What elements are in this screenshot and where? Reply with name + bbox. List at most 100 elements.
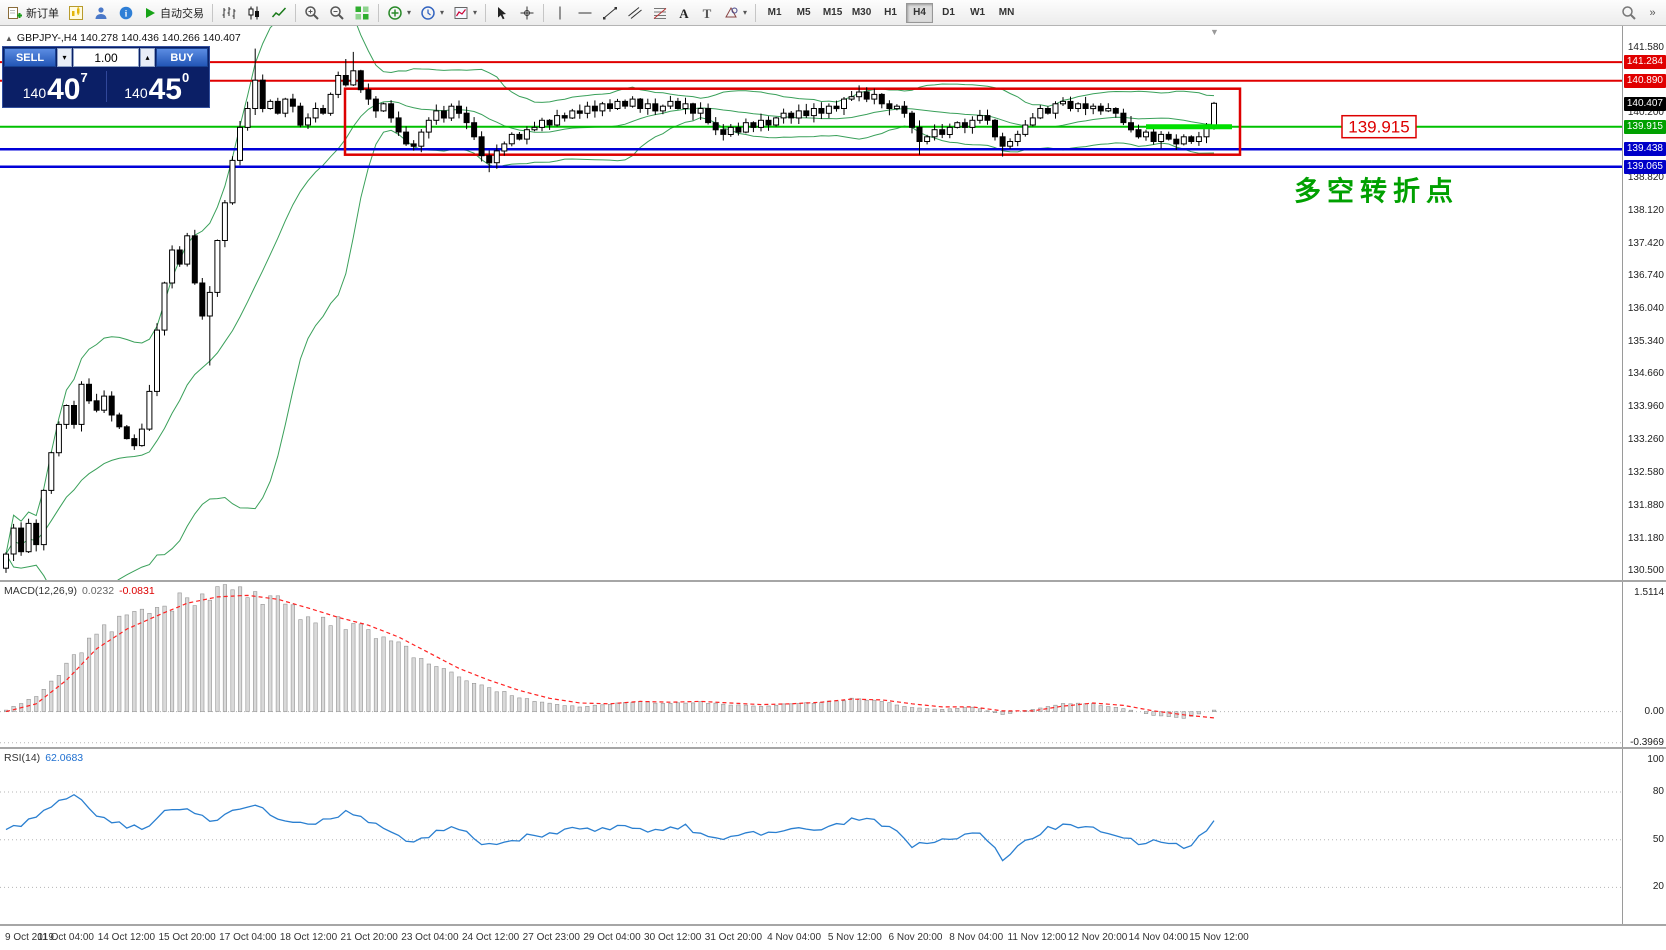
profile-button[interactable]: [89, 2, 113, 24]
macd-svg[interactable]: [0, 582, 1622, 747]
current-price-chip[interactable]: 140.407: [1623, 96, 1666, 111]
price-tick-label: 130.500: [1627, 564, 1664, 576]
chart-window-button[interactable]: [64, 2, 88, 24]
horizontal-line-tool-button[interactable]: [573, 2, 597, 24]
auto-trading-button[interactable]: 自动交易: [139, 2, 208, 24]
price-tick-label: 138.820: [1627, 172, 1664, 184]
rsi-scale-label: 20: [1652, 881, 1664, 893]
price-tick-label: 136.040: [1627, 303, 1664, 315]
time-axis-label: 6 Nov 20:00: [888, 932, 943, 943]
bollinger-band: [5, 100, 1215, 555]
macd-scale-label: 0.00: [1644, 705, 1664, 717]
hline-price-chip[interactable]: 140.890: [1623, 73, 1666, 88]
new-order-button[interactable]: 新订单: [3, 2, 63, 24]
zoom-out-button[interactable]: [325, 2, 349, 24]
price-tick-label: 137.420: [1627, 238, 1664, 250]
price-tick-label: 133.960: [1627, 401, 1664, 413]
new-order-label: 新订单: [26, 7, 59, 20]
label-tool-button[interactable]: T: [696, 2, 718, 24]
chart-shift-marker-icon[interactable]: ▼: [1210, 27, 1219, 37]
volume-input[interactable]: [73, 48, 139, 67]
rsi-scale[interactable]: 100 80 50 20: [1622, 749, 1666, 924]
horizontal-line-icon: [577, 5, 593, 21]
timeframe-button-d1[interactable]: D1: [935, 3, 962, 23]
timeframe-button-mn[interactable]: MN: [993, 3, 1020, 23]
time-axis-label: 11 Nov 12:00: [1007, 932, 1067, 943]
channel-tool-button[interactable]: [623, 2, 647, 24]
timeframe-button-w1[interactable]: W1: [964, 3, 991, 23]
timeframe-button-h4[interactable]: H4: [906, 2, 934, 23]
time-axis-label: 27 Oct 23:00: [522, 932, 580, 943]
caret-down-icon: ▾: [440, 8, 445, 17]
symbol-ohlc-overlay: ▲ GBPJPY-,H4 140.278 140.436 140.266 140…: [5, 32, 241, 44]
sell-price[interactable]: 140 40 7: [22, 70, 88, 106]
time-axis-label: 17 Oct 04:00: [219, 932, 277, 943]
sell-button[interactable]: SELL: [4, 48, 56, 67]
period-button[interactable]: ▾: [416, 2, 448, 24]
hline-price-chip[interactable]: 139.915: [1623, 119, 1666, 134]
svg-text:139.915: 139.915: [1348, 118, 1409, 137]
symbol-marker-icon: ▲: [5, 33, 13, 43]
price-tick-label: 131.180: [1627, 532, 1664, 544]
price-divider: [105, 71, 107, 102]
chevrons-icon: »: [1649, 6, 1656, 19]
rsi-svg[interactable]: [0, 749, 1622, 924]
indicators-button[interactable]: ▾: [383, 2, 415, 24]
candlestick-chart-button[interactable]: [242, 2, 266, 24]
template-button[interactable]: ▾: [449, 2, 481, 24]
price-chart-svg[interactable]: 139.915 多空转折点: [0, 26, 1622, 580]
time-axis-label: 11 Oct 04:00: [37, 932, 94, 943]
fibonacci-tool-button[interactable]: [648, 2, 672, 24]
cursor-button[interactable]: [490, 2, 514, 24]
zoom-out-icon: [329, 5, 345, 21]
trendline-tool-button[interactable]: [598, 2, 622, 24]
time-axis-label: 14 Oct 12:00: [97, 932, 156, 943]
hline-price-chip[interactable]: 139.438: [1623, 142, 1666, 157]
vertical-line-tool-button[interactable]: [548, 2, 572, 24]
timeframe-button-m30[interactable]: M30: [848, 3, 875, 23]
buy-button[interactable]: BUY: [156, 48, 208, 67]
zoom-in-button[interactable]: [300, 2, 324, 24]
timeframe-button-m15[interactable]: M15: [819, 3, 846, 23]
svg-text:i: i: [125, 8, 128, 18]
volume-decrease-button[interactable]: ▾: [57, 48, 72, 67]
tile-windows-button[interactable]: [350, 2, 374, 24]
timeframe-button-m1[interactable]: M1: [761, 3, 788, 23]
turning-point-annotation[interactable]: 多空转折点: [1294, 176, 1459, 207]
quick-search-button[interactable]: [1617, 2, 1641, 24]
search-icon: [1621, 5, 1637, 21]
crosshair-button[interactable]: [515, 2, 539, 24]
time-axis-label: 29 Oct 04:00: [583, 932, 641, 943]
price-scale[interactable]: 141.580 140.200 138.820 138.120 137.420 136.7…: [1622, 26, 1666, 580]
text-tool-button[interactable]: A: [673, 2, 695, 24]
shapes-tool-button[interactable]: ▾: [719, 2, 751, 24]
price-tick-label: 141.580: [1627, 42, 1664, 54]
price-label-object[interactable]: 139.915: [1341, 114, 1417, 139]
info-icon: i: [118, 5, 134, 21]
time-axis-label: 15 Nov 12:00: [1189, 932, 1249, 943]
bar-chart-button[interactable]: [217, 2, 241, 24]
price-tick-label: 136.740: [1627, 270, 1664, 282]
volume-increase-button[interactable]: ▴: [140, 48, 155, 67]
time-axis[interactable]: 9 Oct 2019 11 Oct 04:00 14 Oct 12:00 15 Oct…: [0, 924, 1666, 950]
buy-price[interactable]: 140 45 0: [124, 70, 190, 106]
profile-icon: [93, 5, 109, 21]
macd-scale[interactable]: 1.5114 0.00 -0.3969: [1622, 582, 1666, 748]
line-chart-button[interactable]: [267, 2, 291, 24]
info-button[interactable]: i: [114, 2, 138, 24]
timeframe-group: M1 M5 M15 M30 H1 H4 D1 W1 MN: [760, 2, 1021, 23]
caret-down-icon: ▾: [407, 8, 412, 17]
hline-price-chip[interactable]: 141.284: [1623, 55, 1666, 70]
hline-price-chip[interactable]: 139.065: [1623, 159, 1666, 174]
bar-chart-icon: [221, 5, 237, 21]
time-axis-label: 5 Nov 12:00: [827, 932, 882, 943]
rsi-value: 62.0683: [45, 752, 84, 764]
price-tick-label: 140.200: [1627, 107, 1664, 119]
rsi-line: [5, 793, 1215, 862]
price-tick-label: 132.580: [1627, 466, 1664, 478]
toolbar-overflow-button[interactable]: »: [1641, 2, 1663, 24]
range-box-object[interactable]: [343, 87, 1242, 156]
timeframe-button-h1[interactable]: H1: [877, 3, 904, 23]
timeframe-button-m5[interactable]: M5: [790, 3, 817, 23]
svg-text:T: T: [703, 6, 712, 21]
